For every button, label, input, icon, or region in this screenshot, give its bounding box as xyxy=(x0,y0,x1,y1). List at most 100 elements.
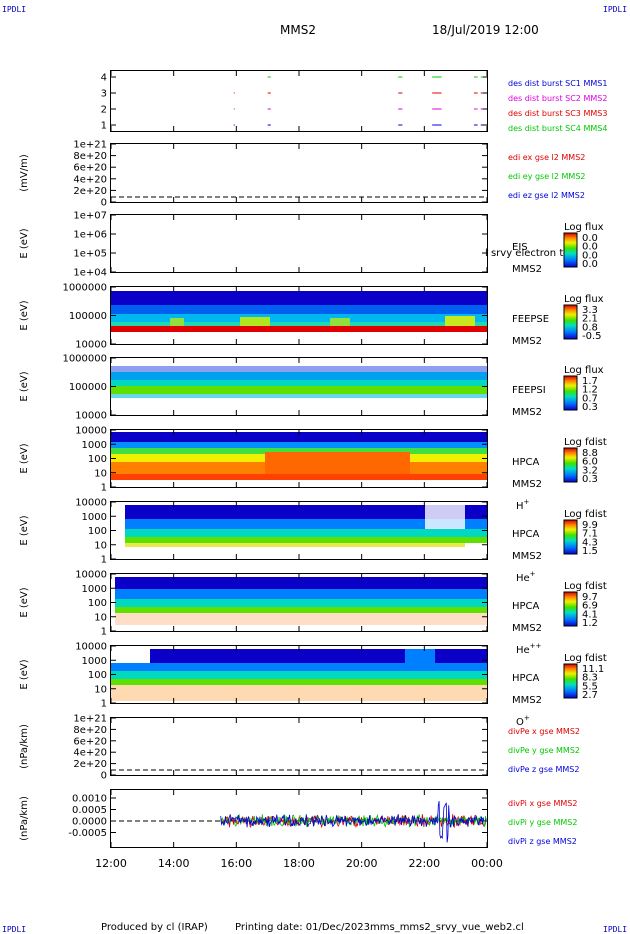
species-label: He+ xyxy=(516,570,536,584)
xtick-label: 18:00 xyxy=(283,857,315,870)
panel-frame-hpca-h xyxy=(110,429,488,488)
colorbar-tick: 0.0 xyxy=(582,250,598,261)
ytick-label: 1 xyxy=(101,555,107,566)
ytick-label: 100000 xyxy=(69,311,107,322)
corner-label-bottom-left: IPDLI xyxy=(2,925,26,934)
colorbar xyxy=(563,591,578,627)
panel-frame-feepse xyxy=(110,286,488,345)
ytick-label: 1000000 xyxy=(62,283,107,294)
ytick-label: 1000 xyxy=(82,584,107,595)
ytick-label: 100000 xyxy=(69,382,107,393)
colorbar xyxy=(563,375,578,411)
series-label: edi ez gse l2 MMS2 xyxy=(508,191,585,200)
spacecraft-label: MMS2 xyxy=(512,336,542,347)
series-label: divPi x gse MMS2 xyxy=(508,799,577,808)
ytick-label: 1000 xyxy=(82,656,107,667)
panel-frame-hpca-he2 xyxy=(110,573,488,632)
colorbar xyxy=(563,519,578,555)
species-charge: + xyxy=(524,498,530,506)
ytick-label: 10000 xyxy=(75,498,107,509)
colorbar-tick: 3.2 xyxy=(582,465,598,476)
colorbar-tick: 1.2 xyxy=(582,618,598,629)
colorbar-tick: 5.5 xyxy=(582,681,598,692)
ylabel: E (eV) xyxy=(19,515,30,545)
spectrogram-hpca-he2 xyxy=(115,577,487,625)
colorbar-tick: 6.9 xyxy=(582,601,598,612)
series-label: edi ey gse l2 MMS2 xyxy=(508,172,586,181)
colorbar-tick: 1.7 xyxy=(582,376,598,387)
panel-frame-feepsi xyxy=(110,357,488,416)
colorbar-title: Log fdist xyxy=(564,653,607,664)
ylabel: E (eV) xyxy=(19,587,30,617)
ytick-label: 10000 xyxy=(75,411,107,422)
xtick-label: 14:00 xyxy=(158,857,190,870)
ytick-label: 0.0000 xyxy=(72,817,107,828)
xtick-label: 22:00 xyxy=(408,857,440,870)
footer-produced-by: Produced by cl (IRAP) xyxy=(101,922,208,933)
colorbar-tick: 11.1 xyxy=(582,664,604,675)
ytick-label: 100 xyxy=(88,670,107,681)
instrument-label: HPCA xyxy=(512,529,540,540)
colorbar-tick: 8.8 xyxy=(582,448,598,459)
spacecraft-label: MMS2 xyxy=(512,695,542,706)
xtick-label: 12:00 xyxy=(95,857,127,870)
ytick-label: 1e+06 xyxy=(73,230,107,241)
colorbar xyxy=(563,447,578,483)
panel-frame-divpi xyxy=(110,789,488,848)
ytick-label: 100 xyxy=(88,454,107,465)
ytick-label: 8e+20 xyxy=(73,725,107,736)
ytick-label: 1e+21 xyxy=(73,140,107,151)
instrument-label: FEEPSE xyxy=(512,314,549,325)
colorbar-tick: 4.1 xyxy=(582,609,598,620)
colorbar-tick: 1.2 xyxy=(582,385,598,396)
colorbar-tick: 2.7 xyxy=(582,690,598,701)
ytick-label: 3 xyxy=(101,89,107,100)
panel-frame-eis xyxy=(110,214,488,273)
footer-printing-date: Printing date: 01/Dec/2023 xyxy=(235,922,370,933)
ytick-label: 1e+21 xyxy=(73,714,107,725)
corner-label-top-right: IPDLI xyxy=(603,5,627,14)
colorbar-title: Log flux xyxy=(564,365,604,376)
species-charge: ++ xyxy=(530,642,542,650)
ytick-label: 1e+07 xyxy=(73,211,107,222)
spectrogram-feepse xyxy=(111,291,487,332)
ytick-label: 1000000 xyxy=(62,354,107,365)
series-label: divPe x gse MMS2 xyxy=(508,727,580,736)
ytick-label: 1000 xyxy=(82,512,107,523)
ytick-label: 10 xyxy=(94,612,107,623)
species-label: H+ xyxy=(516,498,530,512)
ytick-label: 1000 xyxy=(82,440,107,451)
ytick-label: 6e+20 xyxy=(73,163,107,174)
ylabel: E (eV) xyxy=(19,659,30,689)
colorbar-tick: 0.0 xyxy=(582,259,598,270)
colorbar-tick: 0.0 xyxy=(582,242,598,253)
ytick-label: 1 xyxy=(101,699,107,710)
ylabel: E (eV) xyxy=(19,300,30,330)
ylabel: E (eV) xyxy=(19,371,30,401)
species-charge: + xyxy=(530,570,536,578)
colorbar-tick: 0.0 xyxy=(582,233,598,244)
colorbar-tick: 0.3 xyxy=(582,474,598,485)
ytick-label: 10000 xyxy=(75,570,107,581)
panel-frame-hpca-o xyxy=(110,645,488,704)
series-label: des dist burst SC3 MMS3 xyxy=(508,109,607,118)
instrument-label: FEEPSI xyxy=(512,385,546,396)
ytick-label: 1e+04 xyxy=(73,268,107,279)
datetime-title: 18/Jul/2019 12:00 xyxy=(432,23,539,37)
colorbar-title: Log flux xyxy=(564,222,604,233)
corner-label-top-left: IPDLI xyxy=(2,5,26,14)
ytick-label: 1 xyxy=(101,483,107,494)
panel-frames xyxy=(110,70,488,848)
ylabel: E (eV) xyxy=(19,443,30,473)
ytick-label: 10 xyxy=(94,540,107,551)
ytick-label: 1e+05 xyxy=(73,249,107,260)
ytick-label: 1 xyxy=(101,627,107,638)
ytick-label: 2 xyxy=(101,105,107,116)
spacecraft-label: MMS2 xyxy=(512,264,542,275)
footer-file: mms_mms2_srvy_vue_web2.cl xyxy=(370,922,524,933)
colorbar-tick: -0.5 xyxy=(582,331,602,342)
panel-frame-burst xyxy=(110,70,488,132)
ytick-label: 4 xyxy=(101,73,107,84)
